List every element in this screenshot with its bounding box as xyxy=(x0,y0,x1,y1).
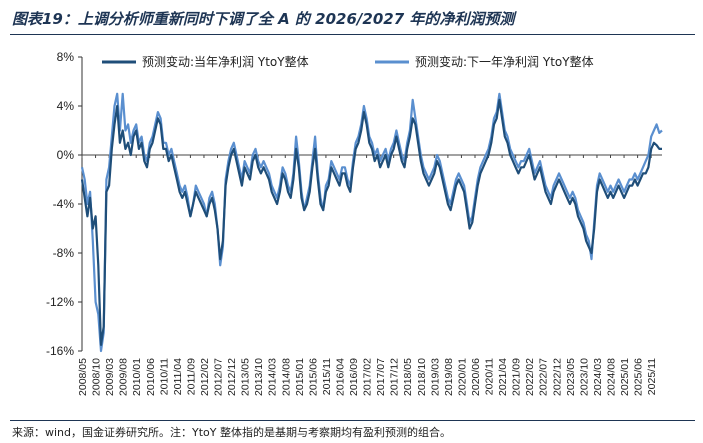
y-tick-label: -12% xyxy=(46,295,74,309)
x-tick-label: 2014/08 xyxy=(280,358,292,396)
x-tick-label: 2014/03 xyxy=(267,358,279,396)
x-tick-label: 2010/01 xyxy=(131,358,143,396)
y-tick-label: -8% xyxy=(53,246,75,260)
x-tick-label: 2013/05 xyxy=(240,358,252,396)
source-note: 来源：wind，国金证券研究所。注：YtoY 整体指的是基期与考察期均有盈利预测… xyxy=(12,426,451,439)
x-tick-label: 2020/06 xyxy=(470,358,482,396)
x-tick-label: 2015/11 xyxy=(321,358,333,395)
x-tick-label: 2017/07 xyxy=(375,358,387,396)
x-tick-label: 2018/05 xyxy=(402,358,414,396)
x-tick-label: 2019/03 xyxy=(429,358,441,396)
legend: 预测变动:当年净利润 YtoY整体 预测变动:下一年净利润 YtoY整体 xyxy=(102,54,594,69)
x-tick-label: 2022/02 xyxy=(524,358,536,396)
y-tick-label: -16% xyxy=(46,344,74,358)
x-tick-label: 2015/06 xyxy=(307,358,319,396)
x-tick-label: 2010/06 xyxy=(145,358,157,396)
x-tick-label: 2017/02 xyxy=(362,358,374,396)
x-tick-label: 2016/09 xyxy=(348,358,360,396)
x-tick-label: 2022/07 xyxy=(538,358,550,396)
x-tick-label: 2025/01 xyxy=(619,358,631,396)
y-tick-label: -4% xyxy=(53,197,75,211)
x-tick-label: 2010/11 xyxy=(158,358,170,395)
x-tick-label: 2008/05 xyxy=(77,358,89,396)
x-tick-label: 2020/11 xyxy=(484,358,496,395)
series-line-next-year xyxy=(80,92,663,353)
x-tick-label: 2023/05 xyxy=(565,358,577,396)
x-tick-label: 2025/11 xyxy=(646,358,658,395)
x-tick-label: 2013/10 xyxy=(253,358,265,396)
x-tick-label: 2023/10 xyxy=(578,358,590,396)
x-tick-label: 2009/03 xyxy=(104,358,116,396)
axis-layer: 8%4%0%-4%-8%-12%-16%2008/05 2008/10 2009/0… xyxy=(46,50,662,396)
line-chart: 8%4%0%-4%-8%-12%-16%2008/05 2008/10 2009/0… xyxy=(46,50,663,396)
x-tick-label: 2024/08 xyxy=(606,358,618,396)
x-tick-label: 2009/08 xyxy=(118,358,130,396)
x-tick-label: 2024/03 xyxy=(592,358,604,396)
x-tick-label: 2021/09 xyxy=(511,358,523,396)
legend-label: 预测变动:下一年净利润 YtoY整体 xyxy=(415,54,594,69)
x-tick-label: 2012/02 xyxy=(199,358,211,396)
x-tick-label: 2025/06 xyxy=(633,358,645,396)
x-tick-label: 2012/07 xyxy=(213,358,225,396)
x-tick-label: 2011/09 xyxy=(185,358,197,395)
x-tick-label: 2019/08 xyxy=(443,358,455,396)
y-tick-label: 0% xyxy=(57,148,75,162)
x-tick-label: 2021/04 xyxy=(497,358,509,396)
x-tick-label: 2015/01 xyxy=(294,358,306,396)
x-tick-label: 2018/10 xyxy=(416,358,428,396)
legend-label: 预测变动:当年净利润 YtoY整体 xyxy=(142,54,309,69)
series-line-current-year xyxy=(80,98,662,346)
x-tick-label: 2012/12 xyxy=(226,358,238,396)
figure-title: 图表19：上调分析师重新同时下调了全 A 的 2026/2027 年的净利润预测 xyxy=(12,10,515,28)
source-divider xyxy=(10,420,695,421)
x-tick-label: 2016/04 xyxy=(334,358,346,396)
x-tick-label: 2008/10 xyxy=(91,358,103,396)
title-underline xyxy=(10,34,695,35)
x-tick-label: 2020/01 xyxy=(456,358,468,396)
x-tick-label: 2022/12 xyxy=(551,358,563,396)
y-tick-label: 8% xyxy=(57,50,75,64)
x-tick-label: 2017/12 xyxy=(389,358,401,396)
x-tick-label: 2011/04 xyxy=(172,358,184,395)
series-layer xyxy=(80,92,663,353)
y-tick-label: 4% xyxy=(57,99,75,113)
